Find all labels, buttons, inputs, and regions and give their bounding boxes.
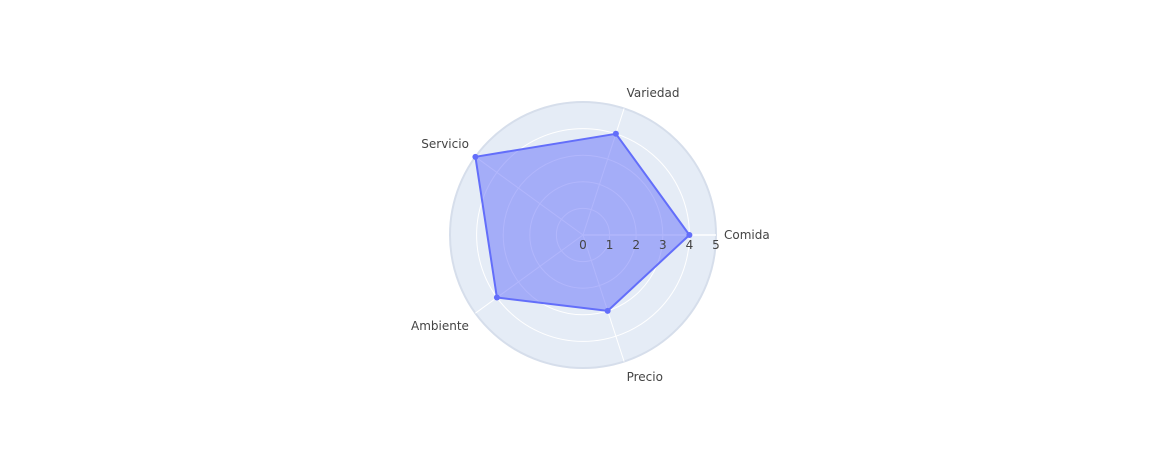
- series-area: [474, 132, 691, 312]
- radial-tick-label: 5: [712, 238, 720, 252]
- radial-tick-label: 4: [686, 238, 694, 252]
- data-point: [612, 130, 619, 137]
- radial-tick-label: 3: [659, 238, 667, 252]
- category-label: Precio: [627, 370, 663, 384]
- radial-tick-label: 2: [632, 238, 640, 252]
- category-label: Variedad: [627, 86, 680, 100]
- data-point: [493, 294, 500, 301]
- series-markers: [472, 130, 693, 314]
- radial-tick-label: 0: [579, 238, 587, 252]
- category-label: Comida: [724, 228, 770, 242]
- category-label: Servicio: [421, 137, 469, 151]
- radial-tick-labels: 0 1 2 3 4 5: [579, 238, 720, 252]
- data-point: [472, 153, 479, 160]
- data-point: [604, 307, 611, 314]
- data-point: [686, 232, 693, 238]
- angular-tick-labels: Comida Variedad Servicio Ambiente Precio: [411, 86, 770, 384]
- radial-tick-label: 1: [606, 238, 614, 252]
- category-label: Ambiente: [411, 319, 469, 333]
